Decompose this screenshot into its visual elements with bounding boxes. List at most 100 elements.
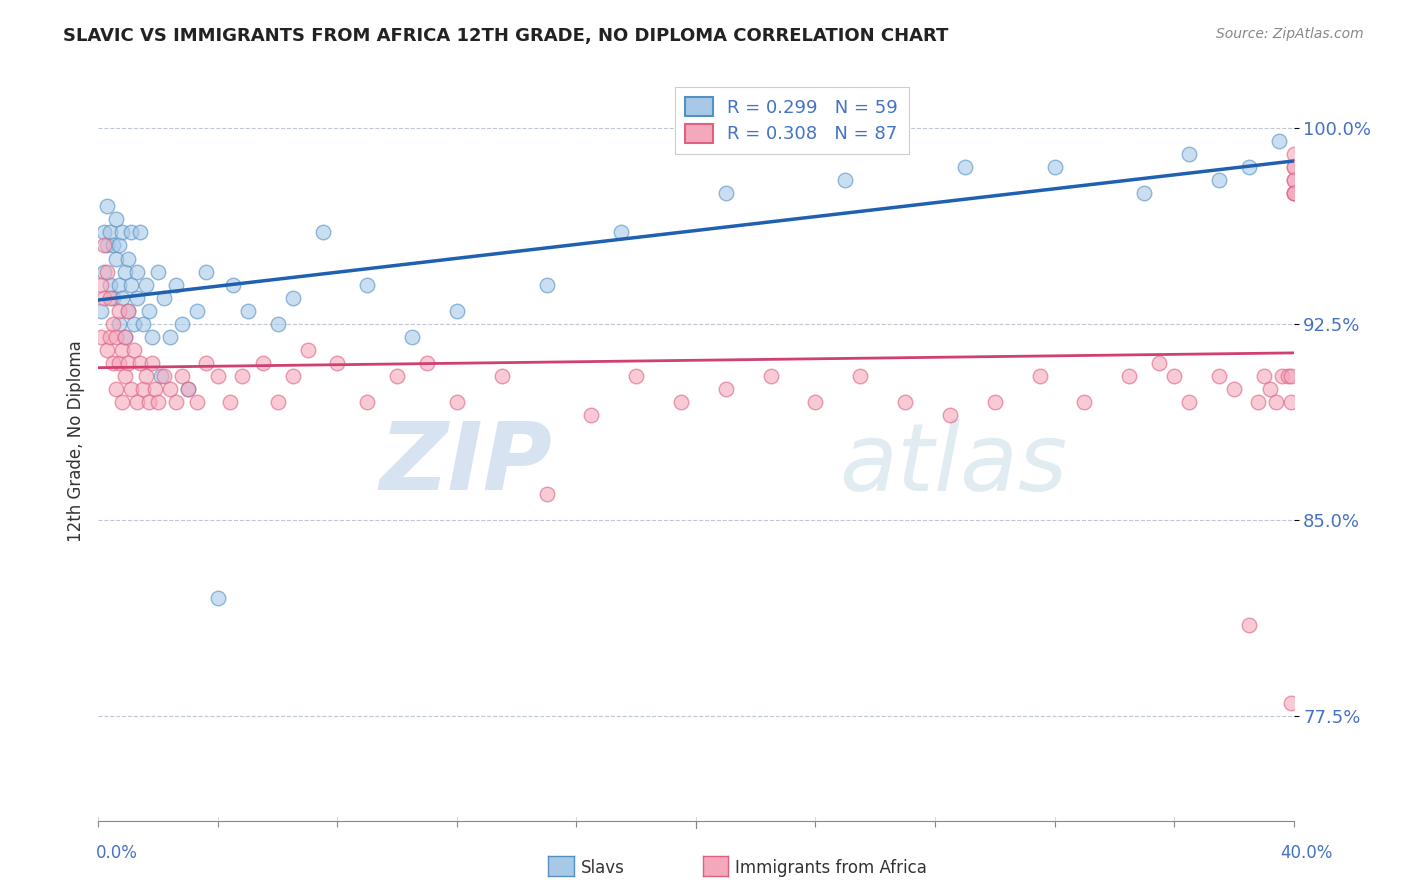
Point (135, 369, 157, 384)
Point (105, 252, 128, 266)
Point (148, 395, 170, 409)
Point (124, 343, 146, 357)
Point (117, 252, 139, 266)
Point (120, 382, 142, 396)
Point (1247, 395, 1270, 409)
Point (626, 369, 648, 384)
Point (114, 330, 136, 344)
Point (446, 395, 468, 409)
Point (1163, 369, 1185, 384)
Point (105, 382, 128, 396)
Point (93, 238, 115, 252)
Point (114, 264, 136, 278)
Point (172, 369, 194, 384)
Point (114, 369, 136, 384)
Point (129, 356, 152, 370)
Point (669, 395, 692, 409)
Point (714, 186, 737, 201)
Point (1279, 369, 1302, 384)
Point (111, 291, 134, 305)
Point (536, 277, 558, 292)
Point (1208, 369, 1230, 384)
Point (401, 330, 423, 344)
Point (219, 395, 242, 409)
Point (1223, 382, 1246, 396)
Point (1282, 160, 1305, 174)
Point (90, 330, 112, 344)
Point (135, 277, 157, 292)
Point (172, 317, 194, 331)
Point (356, 395, 378, 409)
Point (581, 409, 603, 423)
Point (1282, 160, 1305, 174)
Point (536, 487, 558, 501)
Point (150, 369, 173, 384)
Text: Immigrants from Africa: Immigrants from Africa (735, 859, 927, 877)
Point (1133, 186, 1156, 201)
Point (138, 395, 160, 409)
Point (90, 277, 112, 292)
Point (98, 330, 122, 344)
Point (103, 291, 125, 305)
Point (111, 226, 134, 240)
Point (1279, 696, 1302, 710)
Point (141, 330, 163, 344)
Point (96, 343, 118, 357)
Point (96, 264, 118, 278)
Point (141, 356, 163, 370)
Point (939, 409, 962, 423)
Point (1237, 617, 1260, 632)
Point (98, 291, 122, 305)
Point (108, 356, 131, 370)
Point (103, 317, 125, 331)
Point (105, 212, 128, 227)
Point (222, 277, 245, 292)
Point (186, 303, 208, 318)
Point (1282, 173, 1305, 187)
Point (1253, 369, 1275, 384)
Point (1282, 147, 1305, 161)
Point (165, 395, 187, 409)
Point (186, 395, 208, 409)
Point (98, 277, 122, 292)
Point (834, 173, 856, 187)
Point (195, 356, 218, 370)
Point (1043, 160, 1066, 174)
Text: Slavs: Slavs (581, 859, 624, 877)
Text: 0.0%: 0.0% (96, 844, 138, 862)
Point (153, 369, 176, 384)
Point (124, 317, 146, 331)
Point (281, 291, 304, 305)
Point (759, 369, 782, 384)
Point (281, 369, 304, 384)
Point (111, 343, 134, 357)
Point (138, 303, 160, 318)
Point (148, 264, 170, 278)
Point (231, 369, 253, 384)
Point (1282, 186, 1305, 201)
Point (93, 226, 115, 240)
Point (714, 382, 737, 396)
Point (98, 226, 122, 240)
Point (159, 382, 181, 396)
Point (120, 277, 142, 292)
Point (1282, 173, 1305, 187)
Point (177, 382, 200, 396)
Point (108, 277, 131, 292)
Point (96, 238, 118, 252)
Point (1178, 395, 1201, 409)
Point (103, 238, 125, 252)
Point (1073, 395, 1095, 409)
Y-axis label: 12th Grade, No Diploma: 12th Grade, No Diploma (66, 341, 84, 542)
Point (165, 277, 187, 292)
Point (96, 199, 118, 213)
Point (416, 356, 439, 370)
Point (252, 356, 274, 370)
Point (153, 291, 176, 305)
Point (1282, 186, 1305, 201)
Point (1147, 356, 1170, 370)
Point (1282, 186, 1305, 201)
Point (804, 395, 827, 409)
Point (1258, 382, 1281, 396)
Point (236, 303, 259, 318)
